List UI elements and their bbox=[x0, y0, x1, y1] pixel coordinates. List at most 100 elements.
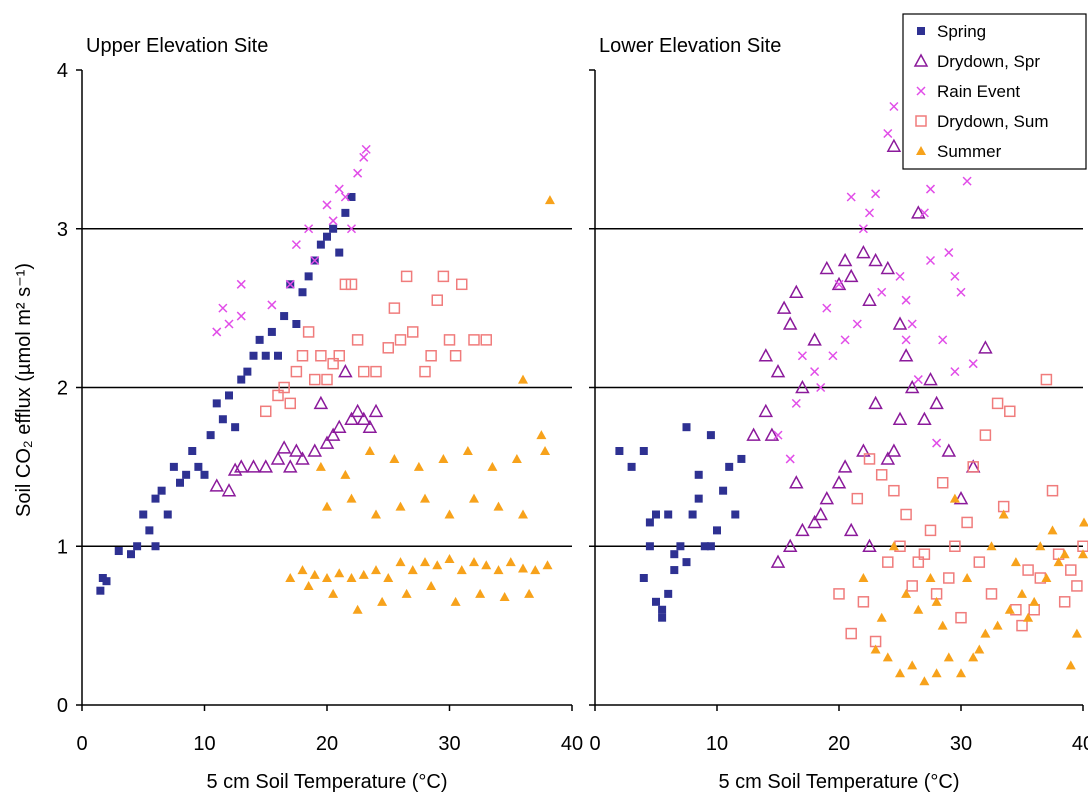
data-point bbox=[1040, 373, 1053, 386]
data-point bbox=[1035, 541, 1046, 551]
data-point bbox=[1071, 580, 1083, 592]
data-point bbox=[868, 395, 883, 410]
data-point bbox=[992, 620, 1003, 630]
data-point bbox=[1059, 549, 1070, 559]
data-point bbox=[852, 319, 862, 329]
data-point bbox=[713, 526, 721, 535]
data-point bbox=[758, 403, 774, 418]
data-point bbox=[886, 138, 902, 152]
data-point bbox=[319, 435, 335, 449]
data-point bbox=[807, 514, 822, 529]
data-point bbox=[845, 627, 857, 640]
data-point bbox=[895, 271, 905, 281]
data-point bbox=[218, 415, 227, 424]
data-point bbox=[682, 423, 691, 432]
data-point bbox=[371, 565, 381, 575]
data-point bbox=[913, 375, 923, 385]
data-point bbox=[797, 351, 807, 361]
data-point bbox=[862, 292, 877, 306]
data-point bbox=[420, 557, 430, 567]
legend-box bbox=[902, 13, 1087, 170]
data-point bbox=[925, 255, 936, 266]
data-point bbox=[255, 335, 264, 344]
data-point bbox=[450, 596, 461, 606]
data-point bbox=[1029, 596, 1040, 606]
data-point bbox=[518, 509, 528, 519]
data-point bbox=[1065, 564, 1077, 576]
data-point bbox=[892, 411, 908, 425]
data-point bbox=[225, 391, 233, 400]
legend-item-drydown-spr: Drydown, Spr bbox=[913, 52, 1040, 71]
y-tick-label: 0 bbox=[57, 695, 68, 717]
data-point bbox=[169, 462, 178, 471]
data-point bbox=[338, 364, 353, 378]
data-point bbox=[911, 205, 926, 219]
panel-title: Upper Elevation Site bbox=[86, 35, 268, 57]
data-point bbox=[868, 252, 883, 267]
data-point bbox=[658, 605, 667, 614]
data-point bbox=[267, 300, 277, 310]
data-point bbox=[1079, 517, 1088, 527]
data-point bbox=[670, 550, 679, 559]
data-point bbox=[383, 573, 394, 582]
data-point bbox=[200, 470, 209, 479]
data-point bbox=[1078, 549, 1088, 559]
data-point bbox=[932, 438, 942, 448]
data-point bbox=[298, 288, 307, 297]
data-point bbox=[837, 252, 853, 267]
data-point bbox=[953, 491, 969, 505]
data-point bbox=[906, 580, 918, 592]
data-point bbox=[329, 224, 338, 233]
data-point bbox=[706, 542, 715, 551]
data-point bbox=[892, 316, 908, 330]
data-point bbox=[956, 287, 966, 297]
data-point bbox=[882, 556, 894, 568]
data-point bbox=[316, 240, 325, 249]
data-point bbox=[856, 244, 871, 259]
data-point bbox=[925, 573, 936, 582]
data-point bbox=[227, 462, 243, 476]
data-point bbox=[889, 101, 899, 112]
data-point bbox=[133, 542, 142, 551]
legend-label: Drydown, Sum bbox=[937, 112, 1048, 131]
panel-title: Lower Elevation Site bbox=[599, 35, 781, 57]
data-point bbox=[901, 588, 912, 598]
data-point bbox=[309, 373, 321, 386]
legend-item-rain-event: Rain Event bbox=[916, 82, 1020, 101]
data-point bbox=[297, 565, 308, 575]
data-point bbox=[102, 577, 111, 586]
data-point bbox=[212, 327, 222, 337]
x-tick-label: 0 bbox=[589, 733, 600, 755]
data-point bbox=[931, 668, 942, 678]
legend-label: Summer bbox=[937, 142, 1002, 161]
data-point bbox=[449, 350, 462, 362]
data-point bbox=[807, 332, 822, 346]
data-point bbox=[924, 524, 937, 537]
data-point bbox=[400, 270, 413, 283]
data-point bbox=[249, 351, 258, 360]
data-point bbox=[304, 224, 314, 234]
data-point bbox=[789, 475, 804, 489]
y-tick-label: 3 bbox=[57, 219, 68, 241]
x-tick-label: 30 bbox=[438, 733, 460, 755]
data-point bbox=[1071, 628, 1082, 638]
data-point bbox=[941, 443, 957, 457]
data-point bbox=[456, 278, 468, 291]
data-point bbox=[925, 184, 936, 194]
data-point bbox=[395, 501, 406, 511]
data-point bbox=[888, 484, 900, 497]
data-point bbox=[540, 446, 551, 455]
data-point bbox=[413, 461, 424, 471]
data-point bbox=[272, 389, 284, 402]
data-point bbox=[978, 340, 993, 354]
data-point bbox=[274, 351, 282, 360]
data-point bbox=[114, 547, 123, 556]
data-point bbox=[943, 572, 955, 584]
data-point bbox=[542, 560, 553, 570]
data-point bbox=[968, 359, 978, 369]
data-point bbox=[362, 419, 378, 433]
data-point bbox=[937, 620, 948, 630]
data-point bbox=[895, 668, 905, 678]
data-point bbox=[886, 443, 902, 457]
